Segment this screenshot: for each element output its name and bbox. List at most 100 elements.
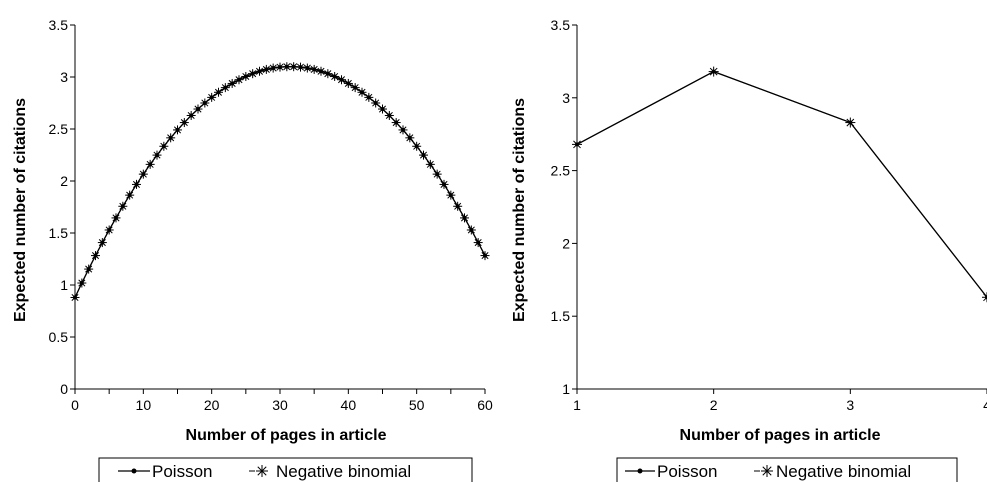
right-legend: Poisson Negative binomial: [616, 457, 958, 482]
left-x-tick-label: 50: [409, 397, 425, 413]
left-negbin-point: [132, 179, 141, 189]
left-negbin-point: [350, 83, 360, 93]
left-negbin-point: [330, 71, 340, 81]
right-y-axis-title: Expected number of citations: [511, 98, 528, 322]
left-negbin-point: [364, 92, 374, 102]
left-negbin-point: [419, 150, 428, 160]
left-negbin-point: [248, 69, 258, 79]
left-y-tick-label: 0: [60, 381, 68, 397]
right-x-tick-label: 1: [573, 397, 581, 413]
right-series-poisson-line: [576, 70, 987, 298]
left-negbin-point: [302, 63, 312, 73]
left-negbin-point: [179, 118, 189, 128]
left-negbin-point: [309, 64, 319, 74]
left-y-axis-title: Expected number of citations: [12, 98, 29, 322]
left-negbin-point: [378, 104, 387, 114]
left-plot-marks: [70, 62, 490, 302]
left-negbin-point: [111, 213, 121, 223]
left-negbin-point: [480, 251, 490, 261]
chart-right: 1 1.5 2 2.5 3 3.5 1 2 3 4 Number of pages in arti…: [511, 17, 987, 482]
left-negbin-point: [460, 213, 469, 223]
left-negbin-point: [193, 104, 203, 114]
left-negbin-point: [84, 264, 94, 274]
left-negbin-point: [439, 179, 449, 189]
right-legend-box: [616, 457, 958, 482]
left-negbin-point: [227, 78, 237, 88]
left-x-tick-label: 0: [71, 397, 79, 413]
left-negbin-point: [173, 125, 182, 135]
left-negbin-point: [337, 75, 346, 85]
left-x-tick-label: 20: [204, 397, 220, 413]
right-series-negbin-line: [576, 71, 987, 298]
left-negbin-point: [391, 118, 401, 128]
left-negbin-point: [207, 92, 217, 102]
left-negbin-point: [261, 64, 271, 74]
left-negbin-point: [371, 98, 381, 108]
left-negbin-point: [77, 278, 87, 288]
right-legend-poisson-marker: [637, 468, 643, 474]
left-legend-negbin-marker: [249, 465, 268, 477]
left-negbin-point: [234, 75, 244, 85]
left-negbin-point: [343, 78, 353, 88]
left-y-tick-label: 1: [60, 277, 68, 293]
left-axes: 0 0.5 1 1.5 2 2.5 3 3.5 0 10 20 30 40 50 60: [49, 17, 493, 413]
left-negbin-point: [473, 238, 483, 248]
right-axes: 1 1.5 2 2.5 3 3.5 1 2 3 4: [551, 17, 987, 413]
left-y-tick-label: 3: [60, 69, 68, 85]
left-negbin-point: [220, 83, 230, 93]
left-legend-box: [98, 457, 473, 482]
left-negbin-point: [200, 98, 210, 108]
left-y-tick-label: 3.5: [49, 17, 69, 33]
right-y-tick-label: 2.5: [551, 163, 571, 179]
left-x-axis-title: Number of pages in article: [186, 427, 387, 444]
left-y-tick-label: 2.5: [49, 121, 69, 137]
left-negbin-point: [405, 133, 415, 143]
left-negbin-point: [432, 169, 442, 179]
right-y-tick-label: 3: [562, 90, 570, 106]
right-legend-negbin-label: Negative binomial: [776, 462, 911, 481]
right-x-tick-label: 3: [846, 397, 854, 413]
left-x-tick-label: 30: [272, 397, 288, 413]
right-y-tick-label: 1: [562, 381, 570, 397]
left-negbin-point: [316, 66, 326, 76]
right-x-tick-label: 4: [983, 397, 987, 413]
left-legend-poisson-marker: [131, 468, 137, 474]
left-negbin-point: [398, 125, 408, 135]
left-y-tick-label: 1.5: [49, 225, 69, 241]
right-y-tick-label: 3.5: [551, 17, 571, 33]
left-negbin-point: [384, 110, 394, 120]
left-negbin-point: [296, 62, 305, 72]
right-legend-asterisk: [761, 465, 773, 477]
left-negbin-point: [138, 169, 148, 179]
left-negbin-point: [466, 225, 476, 235]
left-negbin-point: [125, 190, 135, 200]
right-negbin-point: [708, 66, 719, 77]
left-negbin-point: [186, 110, 196, 120]
chart-left: 0 0.5 1 1.5 2 2.5 3 3.5 0 10 20 30 40 50 60 Number of …: [12, 17, 493, 482]
right-legend-poisson-label: Poisson: [657, 462, 717, 481]
left-negbin-point: [91, 251, 100, 261]
left-negbin-point: [412, 141, 422, 151]
left-negbin-point: [214, 87, 223, 97]
left-negbin-point: [166, 133, 176, 143]
right-x-axis-title: Number of pages in article: [680, 427, 881, 444]
left-negbin-point: [159, 141, 169, 151]
left-legend-asterisk: [256, 465, 268, 477]
left-negbin-point: [357, 87, 367, 97]
left-negbin-point: [323, 69, 333, 79]
left-negbin-point: [425, 159, 435, 169]
left-legend-negbin-label: Negative binomial: [276, 462, 411, 481]
right-legend-negbin-marker: [754, 465, 773, 477]
left-negbin-point: [241, 71, 251, 81]
left-y-tick-label: 0.5: [49, 329, 69, 345]
right-plot-marks: [572, 66, 987, 303]
left-legend-poisson-label: Poisson: [152, 462, 212, 481]
left-negbin-point: [97, 238, 107, 248]
left-negbin-point: [145, 159, 155, 169]
left-x-tick-label: 60: [477, 397, 493, 413]
left-negbin-point: [268, 63, 278, 73]
left-negbin-point: [118, 201, 128, 211]
right-negbin-point: [982, 292, 987, 303]
left-x-tick-label: 10: [136, 397, 152, 413]
